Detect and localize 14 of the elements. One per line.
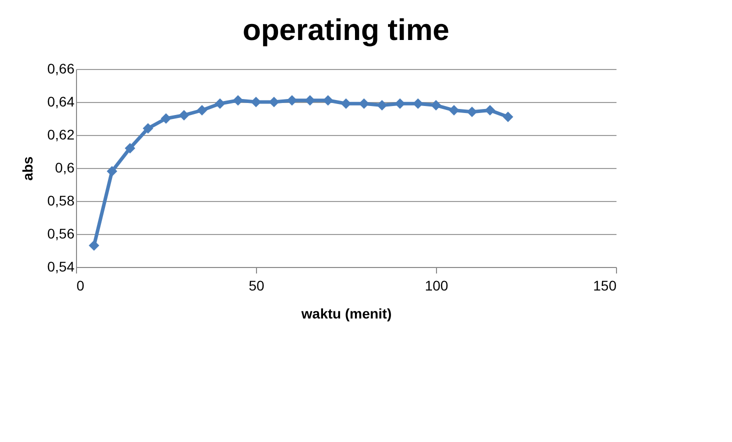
y-tick-label: 0,54 xyxy=(47,258,75,274)
y-axis-title: abs xyxy=(19,156,36,181)
y-tick-label: 0,64 xyxy=(47,94,75,110)
x-tick-label: 50 xyxy=(248,278,264,294)
y-tick-label: 0,58 xyxy=(47,192,75,208)
chart-title: operating time xyxy=(242,14,450,47)
x-axis-title: waktu (menit) xyxy=(300,306,392,322)
x-tick-label: 0 xyxy=(76,278,84,294)
y-tick-label: 0,66 xyxy=(47,60,75,76)
x-tick-label: 150 xyxy=(593,278,617,294)
y-tick-label: 0,6 xyxy=(55,160,75,176)
y-tick-label: 0,56 xyxy=(47,226,75,242)
x-tick-label: 100 xyxy=(424,278,448,294)
y-tick-label: 0,62 xyxy=(47,126,75,142)
